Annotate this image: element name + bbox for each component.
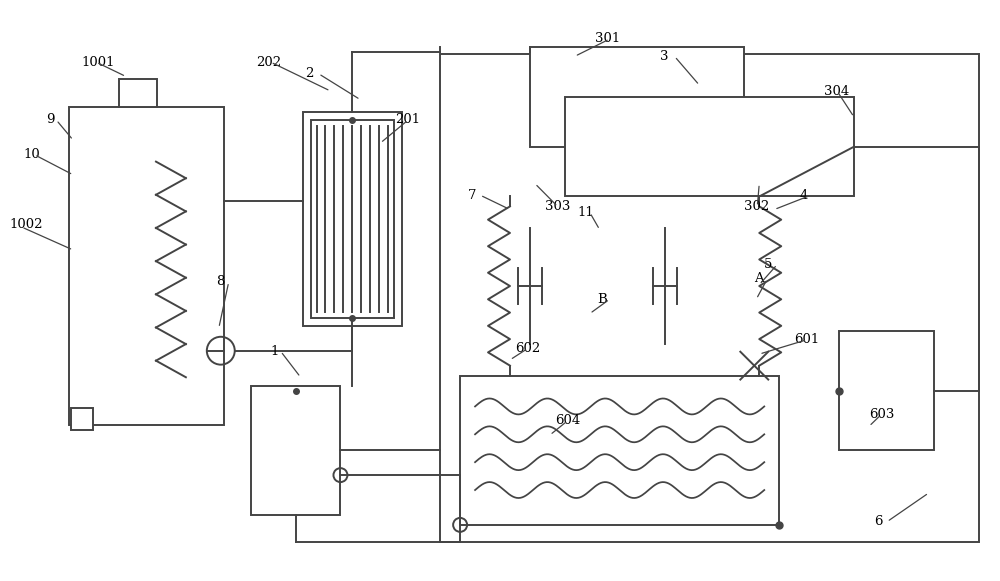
Text: 1002: 1002 [9,217,43,231]
Text: 602: 602 [515,342,540,355]
Text: 4: 4 [799,189,808,202]
Text: 6: 6 [874,515,882,528]
Text: 302: 302 [744,200,770,213]
Text: 201: 201 [395,113,420,127]
Bar [71,408,93,431]
Text: 2: 2 [306,67,314,80]
Text: 303: 303 [545,200,570,213]
Bar [530,47,744,146]
Text: A: A [754,272,764,285]
Text: 1001: 1001 [81,56,115,69]
Text: 604: 604 [555,414,580,427]
Text: B: B [598,293,607,306]
Text: 202: 202 [256,56,281,69]
Bar [69,107,224,425]
Text: 301: 301 [595,33,620,45]
Text: 601: 601 [794,333,819,346]
Text: 603: 603 [869,408,894,421]
Text: 1: 1 [271,345,279,358]
Bar [440,54,979,542]
Text: 8: 8 [216,275,224,288]
Bar [303,112,402,326]
Text: 11: 11 [578,206,595,219]
Bar [119,79,157,107]
Text: 9: 9 [46,113,55,127]
Bar [251,386,340,515]
Text: 7: 7 [468,189,477,202]
Text: 5: 5 [764,258,773,271]
Bar [311,120,394,318]
Text: 3: 3 [660,50,668,63]
Text: 304: 304 [824,84,849,98]
Bar [839,331,934,450]
Bar [460,375,779,525]
Bar [565,97,854,196]
Text: 10: 10 [23,148,40,161]
